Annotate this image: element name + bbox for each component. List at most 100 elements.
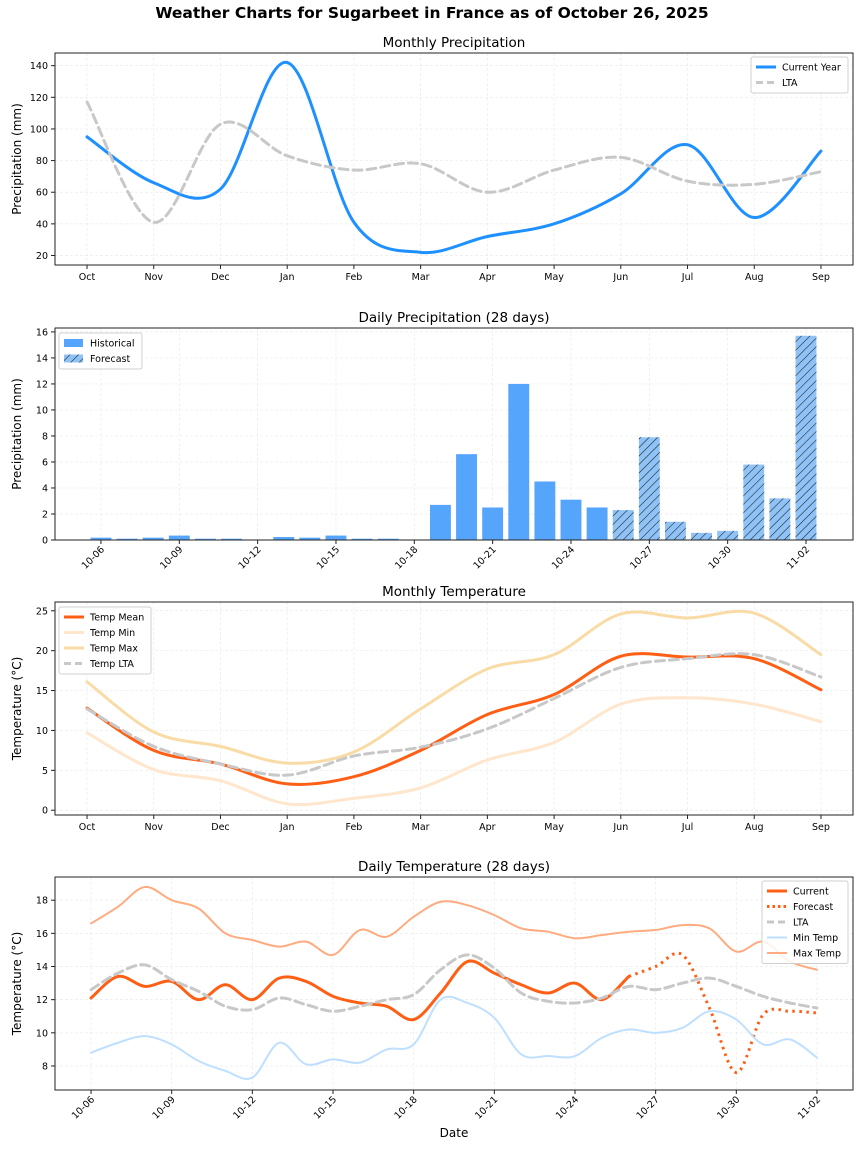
y-tick-label: 140 [30,61,48,72]
legend-label: Max Temp [793,949,841,960]
x-tick-label: Sep [812,822,830,833]
legend-label: Temp LTA [89,659,134,670]
chart-title: Daily Temperature (28 days) [358,859,550,875]
x-tick-label: Aug [745,272,764,283]
series-line-lta [85,100,823,224]
y-tick-label: 18 [36,896,48,907]
y-tick-label: 8 [42,431,48,442]
x-tick-label: 10-30 [706,544,733,571]
x-tick-label: Feb [346,272,363,283]
bar-historical-10-16 [351,538,373,540]
x-tick-label: 10-15 [312,1094,339,1121]
x-tick-label: 10-12 [231,1094,258,1121]
bar-historical-10-11 [221,538,242,540]
figure-title: Weather Charts for Sugarbeet in France a… [155,4,708,22]
chart-3: 0 5 10 15 20 25 Oct Nov Dec Jan Feb Mar Apr May Jun Jul… [10,584,854,833]
series-line-current [89,959,631,1022]
x-tick-label: Mar [412,272,430,283]
x-tick-label: 11-02 [796,1094,823,1121]
y-tick-label: 10 [36,405,48,416]
legend-box [58,606,152,675]
plot-frame [54,876,854,1091]
legend-label: Temp Mean [89,613,144,624]
x-tick-label: Sep [812,272,830,283]
bar-historical-10-07 [116,538,138,540]
y-tick-label: 4 [42,483,48,494]
series-line-temp-mean [85,652,823,786]
legend-label: Current [793,887,829,898]
chart-4: 8 10 12 14 16 18 10-06 10-09 10-12 10-15 10-18 10-2… [10,859,854,1140]
bar-historical-10-21 [482,507,504,540]
bar-historical-10-15 [325,535,347,540]
x-tick-label: Feb [346,822,363,833]
bar-hatch [769,498,791,540]
legend-label: Temp Min [89,628,135,639]
x-tick-label: 10-24 [550,544,577,571]
x-tick-label: Mar [412,822,430,833]
x-tick-label: May [544,272,564,283]
bar-historical-10-17 [377,538,399,540]
chart-title: Monthly Precipitation [383,35,526,51]
legend-label: Forecast [90,354,130,365]
x-tick-label: Aug [745,822,764,833]
y-axis-label: Temperature (°C) [10,932,24,1037]
x-tick-label: 10-21 [473,1094,500,1121]
bar-hatch [664,521,686,540]
bar-hatch [743,464,765,540]
series-line-temp-max [85,609,823,765]
y-tick-label: 15 [36,686,48,697]
bar-hatch [691,532,712,540]
bar-historical-10-14 [299,537,321,540]
x-tick-label: Jan [279,822,295,833]
x-tick-label: Nov [144,272,163,283]
y-tick-label: 60 [36,188,48,199]
y-axis-label: Precipitation (mm) [10,378,24,490]
x-tick-label: 10-30 [715,1094,742,1121]
y-tick-label: 25 [36,606,48,617]
x-tick-label: Dec [211,272,229,283]
x-tick-label: 10-06 [70,1094,97,1121]
plot-frame [54,52,854,266]
legend: Current Year LTA [750,56,849,94]
y-tick-label: 20 [36,251,48,262]
legend-box [761,880,849,964]
x-tick-label: May [544,822,564,833]
y-tick-label: 2 [42,509,48,520]
x-tick-label: 10-27 [628,544,655,571]
y-tick-label: 0 [42,806,48,817]
x-tick-label: 10-09 [158,544,185,571]
bar-hatch [638,437,660,540]
x-tick-label: 10-24 [554,1094,581,1121]
x-tick-label: Oct [79,822,96,833]
y-tick-label: 12 [36,995,48,1006]
y-tick-label: 0 [42,536,48,547]
x-tick-label: 10-18 [393,544,420,571]
series-line-max-temp [90,885,818,971]
chart-title: Monthly Temperature [382,584,526,600]
legend-label: Current Year [782,63,841,74]
y-tick-label: 80 [36,156,48,167]
y-tick-label: 10 [36,726,48,737]
x-tick-label: Jul [681,822,693,833]
x-tick-label: 10-06 [80,544,107,571]
y-tick-label: 12 [36,379,48,390]
bar-historical-10-22 [508,383,530,540]
y-tick-label: 16 [36,327,48,338]
chart-2: 0 2 4 6 8 10 12 14 16 10-06 10-09 10-12 10-15 10-18 10… [10,310,854,572]
x-tick-label: Dec [211,822,229,833]
chart-1: 20 40 60 80 100 120 140 Oct Nov Dec Jan Feb Mar Apr Ma… [10,35,854,283]
y-axis-label: Temperature (°C) [10,657,24,762]
legend-label: Temp Max [89,644,138,655]
y-tick-label: 8 [42,1061,48,1072]
bar-hatch [795,335,817,540]
legend: Current Forecast LTA Min Temp Max Temp [761,880,849,964]
x-axis-label: Date [440,1126,469,1140]
series-line-forecast [628,951,818,1075]
y-tick-label: 120 [30,93,48,104]
y-tick-label: 16 [36,929,48,940]
x-tick-label: 11-02 [785,544,812,571]
y-axis-label: Precipitation (mm) [10,103,24,215]
y-tick-label: 20 [36,646,48,657]
bar-hatch [717,530,739,540]
y-tick-label: 14 [36,353,48,364]
